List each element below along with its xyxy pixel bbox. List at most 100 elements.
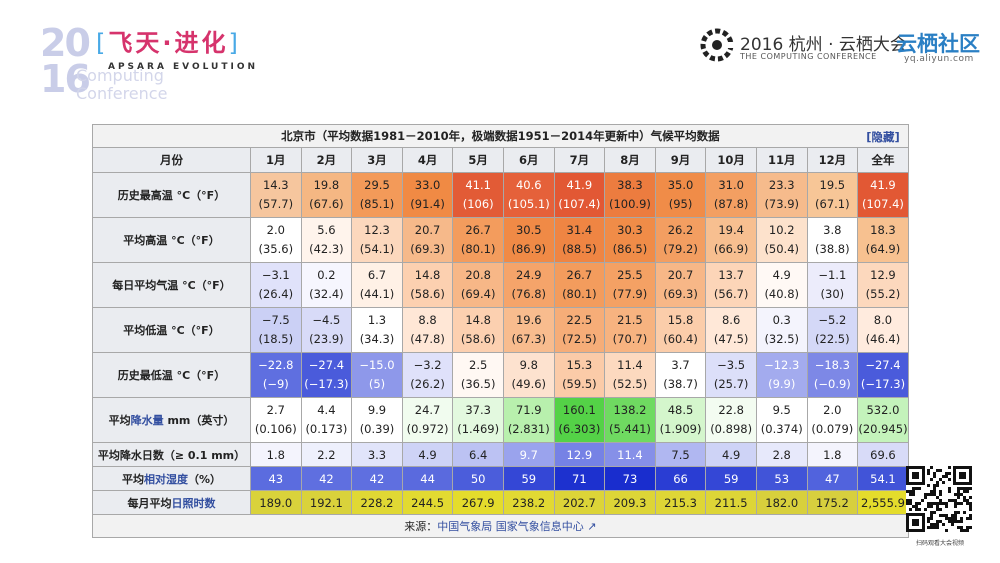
data-cell: 24.7 (0.972)	[401, 397, 454, 443]
data-cell: 9.9 (0.39)	[351, 397, 403, 443]
data-cell: 138.2 (5.441)	[604, 397, 656, 443]
data-cell: 26.7 (80.1)	[553, 262, 606, 308]
data-cell: 48.5 (1.909)	[654, 397, 707, 443]
header-month: 9月	[654, 147, 707, 173]
cell-value: 26.2	[667, 223, 694, 237]
cell-value-alt: (42.3)	[309, 242, 344, 256]
cell-value: 2.2	[317, 447, 336, 462]
cell-value: 42	[319, 471, 334, 486]
data-cell: −15.0 (5)	[351, 352, 403, 398]
brand-cn: [飞天·进化]	[96, 29, 241, 57]
cell-value-alt: (76.8)	[511, 287, 547, 301]
cell-value: 20.8	[465, 268, 491, 282]
data-cell: 26.7 (80.1)	[452, 217, 504, 263]
cell-value-alt: (26.4)	[258, 287, 294, 301]
cell-value: 2.5	[469, 358, 488, 372]
data-cell: 1.8	[806, 442, 859, 467]
cell-value: 26.7	[566, 268, 593, 282]
cell-value: 6.7	[367, 268, 387, 282]
row-label-link[interactable]: 降水量	[130, 414, 164, 427]
data-cell: 3.7 (38.7)	[654, 352, 707, 398]
cell-value-alt: (35.6)	[258, 242, 294, 256]
hide-link[interactable]: [隐藏]	[866, 130, 900, 144]
header-month: 10月	[705, 147, 757, 173]
data-cell: 2.0 (35.6)	[250, 217, 302, 263]
cell-value: 7.5	[671, 447, 690, 462]
caption-text: 北京市（平均数据1981－2010年，极端数据1951－2014年更新中）气候平…	[281, 129, 720, 143]
cell-value: −18.3	[814, 358, 850, 372]
cell-value: 42	[369, 471, 385, 486]
data-cell: 14.8 (58.6)	[452, 307, 504, 353]
cell-value: 6.4	[469, 447, 488, 462]
cell-value-alt: (66.9)	[713, 242, 749, 256]
cell-value-alt: (18.5)	[258, 332, 294, 346]
cell-value: −22.8	[258, 358, 294, 372]
cell-value: 24.9	[515, 268, 542, 282]
cell-value-alt: (5)	[368, 377, 386, 391]
cell-value: 33.0	[414, 178, 441, 192]
header-month: 7月	[553, 147, 606, 173]
data-cell: 9.5 (0.374)	[755, 397, 808, 443]
cell-value: 267.9	[461, 495, 495, 510]
cell-value-alt: (80.1)	[460, 242, 496, 256]
cell-value-alt: (50.4)	[764, 242, 800, 256]
data-cell: 37.3 (1.469)	[452, 397, 504, 443]
header-month: 5月	[452, 147, 504, 173]
cell-value-alt: (32.5)	[764, 332, 800, 346]
data-cell: 19.4 (66.9)	[705, 217, 757, 263]
data-cell: 5.6 (42.3)	[300, 217, 353, 263]
cell-value: 73	[622, 471, 638, 486]
cell-value-alt: (86.9)	[511, 242, 547, 256]
cell-value: 5.6	[317, 223, 336, 237]
cell-value: 13.7	[718, 268, 744, 282]
row-label: 历史最低温 °C（°F）	[92, 352, 251, 398]
cell-value: 19.5	[819, 178, 846, 192]
conference-icon	[700, 28, 734, 62]
data-cell: 50	[452, 466, 504, 491]
cell-value-alt: (1.909)	[659, 422, 702, 436]
cell-value-alt: (0.079)	[811, 422, 854, 436]
cell-value: 47	[825, 471, 840, 486]
data-cell: 21.5 (70.7)	[604, 307, 656, 353]
cell-value: 54.1	[870, 471, 896, 486]
cell-value: 4.9	[772, 268, 791, 282]
cell-value: 2.0	[823, 403, 842, 417]
cell-value-alt: (100.9)	[609, 197, 651, 211]
external-link-icon[interactable]: ↗	[583, 520, 597, 533]
data-cell: 244.5	[401, 490, 454, 515]
data-cell: 0.2 (32.4)	[300, 262, 353, 308]
cell-value-alt: (54.1)	[359, 242, 395, 256]
data-cell: 54.1	[857, 466, 909, 491]
cell-value-alt: (0.374)	[760, 422, 803, 436]
cell-value: 43	[268, 471, 284, 486]
source-link[interactable]: 中国气象局 国家气象信息中心	[437, 520, 584, 533]
cell-value: 19.8	[313, 178, 340, 192]
cell-value: 9.7	[519, 447, 538, 462]
row-label-link[interactable]: 相对湿度	[143, 472, 188, 486]
data-cell: 23.3 (73.9)	[755, 172, 808, 218]
cell-value: 11.4	[617, 447, 643, 462]
cell-value: 38.3	[617, 178, 643, 192]
cell-value: 59	[521, 471, 537, 486]
cell-value-alt: (0.898)	[710, 422, 753, 436]
row-label-link[interactable]: 日照时数	[171, 496, 216, 510]
data-cell: 4.9	[705, 442, 757, 467]
data-cell: 8.8 (47.8)	[401, 307, 454, 353]
data-cell: 22.8 (0.898)	[705, 397, 757, 443]
table-row: 平均降水量 mm（英寸） 2.7 (0.106) 4.4 (0.173) 9.9 (0.39…	[92, 397, 909, 443]
apsara-logo: 20 16 [飞天·进化] APSARA EVOLUTION Computing…	[40, 24, 270, 103]
cell-value-alt: (−17.3)	[860, 377, 906, 391]
cell-value-alt: (0.972)	[406, 422, 449, 436]
cell-value-alt: (58.6)	[460, 332, 496, 346]
cell-value: 9.5	[772, 403, 791, 417]
data-cell: 19.6 (67.3)	[502, 307, 555, 353]
cell-value: 71.9	[515, 403, 542, 417]
data-cell: 66	[654, 466, 707, 491]
cell-value: 18.3	[870, 223, 896, 237]
header-row: 月份 1月 2月 3月 4月 5月 6月 7月 8月 9月 10月 11月 12月 全年	[92, 147, 909, 173]
row-label: 平均降水日数（≥ 0.1 mm）	[92, 442, 251, 467]
year-bottom: 16	[40, 57, 91, 101]
data-cell: 42	[351, 466, 403, 491]
cell-value: 8.8	[418, 313, 437, 327]
header-month: 2月	[300, 147, 353, 173]
